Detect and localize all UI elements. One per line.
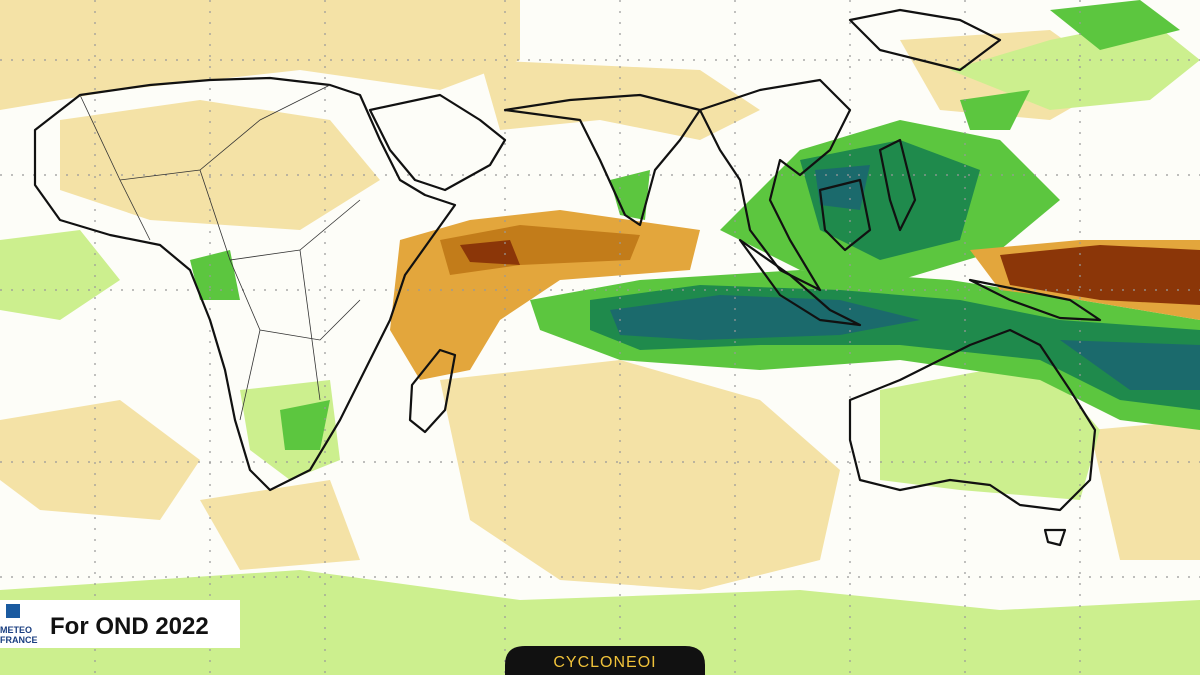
badge [505,646,705,675]
coastlines [33,8,1102,547]
logo-text: FRANCE [0,635,38,645]
logo-text: METEO [0,625,32,635]
caption-box [0,600,240,648]
badge-text: CYCLONEOI [553,654,656,671]
logo-icon [6,604,20,618]
extreme-dry-anomaly [460,240,1200,305]
caption: For OND 2022 [50,613,209,640]
borders [79,84,361,421]
dry-anomaly [0,0,1200,590]
very-strong-wet-anomaly [610,165,1200,390]
